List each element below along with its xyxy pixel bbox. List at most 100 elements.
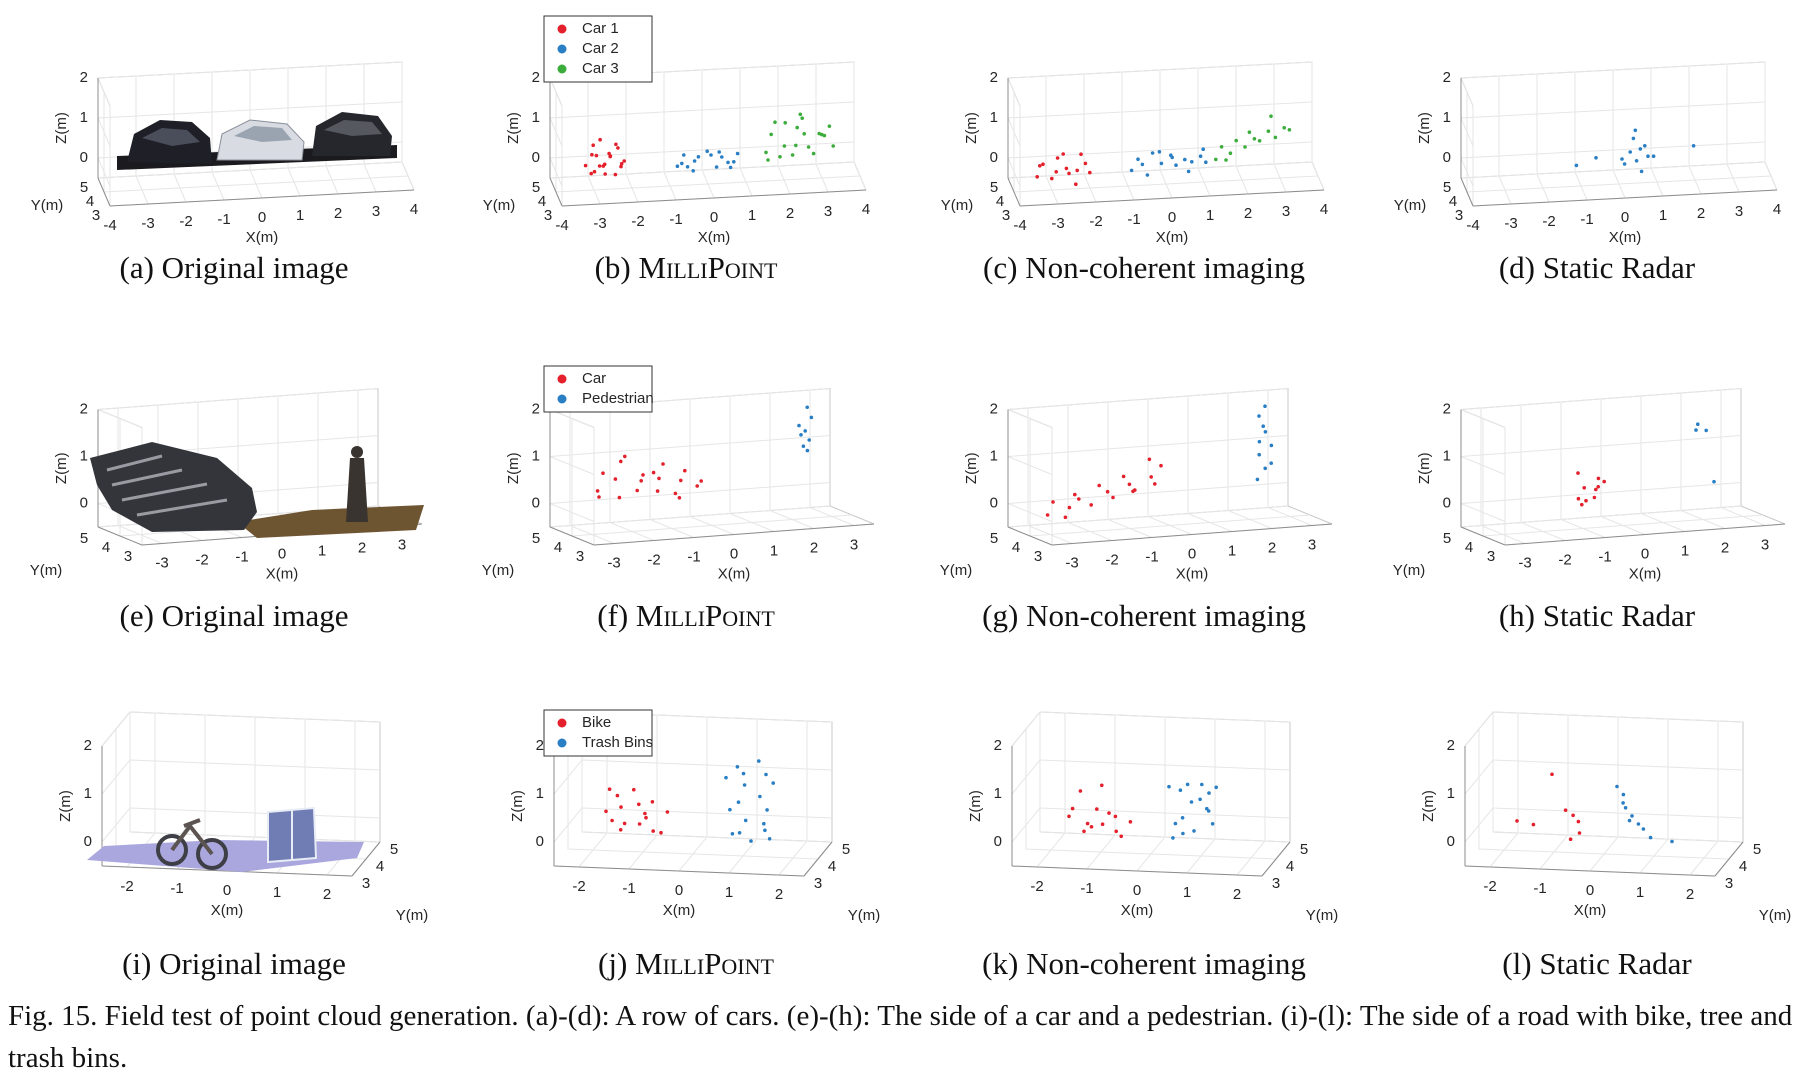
caption-label: (h) [1498, 598, 1536, 633]
grid-line [101, 711, 381, 747]
point [632, 787, 636, 792]
grid-line [1689, 721, 1719, 876]
grid-line [1011, 759, 1291, 795]
z-tick-label: 1 [1447, 785, 1455, 802]
point [743, 818, 748, 823]
x-tick-label: 1 [1681, 542, 1689, 559]
x-tick-label: -2 [631, 213, 644, 230]
point [737, 831, 742, 835]
z-axis-title: Z(m) [57, 790, 74, 822]
caption-label: (d) [1498, 250, 1536, 285]
point [1201, 147, 1205, 151]
point [1694, 428, 1698, 432]
z-tick-label: 0 [80, 494, 88, 511]
panel-caption: (c) Non-coherent imaging [924, 250, 1364, 286]
point [1181, 831, 1185, 836]
z-tick-label: 2 [990, 69, 998, 86]
point [730, 832, 735, 836]
panel-caption: (h) Static Radar [1377, 598, 1817, 634]
x-tick-label: 0 [278, 545, 286, 562]
point [1038, 164, 1042, 168]
point [1083, 161, 1088, 166]
panel: -2 -1 0 1 2 345 0 1 2 X(m) Y(m) Z(m) Bike Trash Bins [509, 709, 880, 924]
y-axis [549, 177, 563, 207]
caption-label: (j) [598, 946, 628, 981]
point [1200, 782, 1204, 787]
point [657, 476, 661, 481]
axes: -2 -1 0 1 2 345 0 1 2 X(m) Y(m) Z(m) [57, 711, 428, 924]
grid-line [1539, 715, 1569, 870]
point [1584, 498, 1588, 503]
point [1170, 155, 1174, 160]
point [820, 132, 824, 137]
point [1051, 500, 1055, 504]
grid-line [1489, 713, 1519, 868]
legend: Bike Trash Bins [543, 709, 653, 757]
x-tick-label: 3 [1308, 536, 1316, 553]
grid-line [1045, 76, 1059, 205]
point [618, 828, 623, 832]
point [1095, 807, 1099, 811]
point [1580, 502, 1584, 507]
panel-caption: (e) Original image [14, 598, 454, 634]
x-tick-label: -1 [1533, 880, 1546, 897]
point [1070, 806, 1075, 811]
x-tick-label: 1 [748, 207, 756, 224]
panel-caption: (j) MilliPoint [466, 946, 906, 982]
x-tick-label: 4 [410, 201, 418, 218]
point [1159, 463, 1163, 468]
x-axis-title: X(m) [266, 565, 299, 582]
x-tick-label: -3 [1051, 215, 1064, 232]
point [1638, 147, 1643, 151]
x-axis [1011, 865, 1263, 877]
point [1171, 836, 1175, 840]
point [1214, 785, 1218, 790]
grid-line [625, 74, 639, 203]
x-tick-label: -3 [1065, 554, 1078, 571]
point [811, 151, 816, 156]
point [1592, 495, 1597, 500]
z-tick-label: 2 [80, 400, 88, 417]
point [742, 783, 747, 787]
point [1252, 137, 1257, 141]
y-tick-label: 4 [376, 858, 384, 875]
point [771, 781, 775, 785]
point [619, 161, 624, 166]
point [1630, 814, 1634, 818]
point [683, 468, 687, 473]
y-axis-title: Y(m) [1394, 197, 1427, 214]
grid-line [1121, 72, 1135, 201]
y-axis-title: Y(m) [1393, 562, 1426, 579]
point [610, 818, 614, 823]
grid-line [101, 759, 381, 795]
point [1198, 154, 1203, 158]
y-tick-label: 3 [1725, 875, 1733, 892]
point [619, 805, 623, 809]
point [1127, 482, 1132, 487]
y-tick-label: 4 [538, 193, 546, 210]
point [1621, 792, 1626, 797]
y-tick-label: 4 [86, 193, 94, 210]
point [801, 444, 806, 448]
point [1269, 114, 1273, 118]
y-tick-label: 4 [102, 539, 110, 556]
z-tick-label: 2 [994, 737, 1002, 754]
x-tick-label: 4 [1773, 201, 1781, 218]
x-tick-label: -3 [593, 215, 606, 232]
panel-caption: (a) Original image [14, 250, 454, 286]
z-tick-label: 2 [532, 69, 540, 86]
caption-label: (f) [597, 598, 629, 633]
z-tick-label: 1 [1443, 109, 1451, 126]
point [659, 830, 663, 835]
point [1568, 837, 1573, 841]
point [1287, 128, 1292, 132]
point [1041, 162, 1045, 166]
point [643, 811, 647, 816]
x-axis-title: X(m) [1176, 565, 1209, 582]
x-tick-label: -2 [1030, 878, 1043, 895]
grid-line [1472, 106, 1778, 207]
y-axis-title: Y(m) [1759, 907, 1792, 924]
point [1159, 161, 1164, 166]
